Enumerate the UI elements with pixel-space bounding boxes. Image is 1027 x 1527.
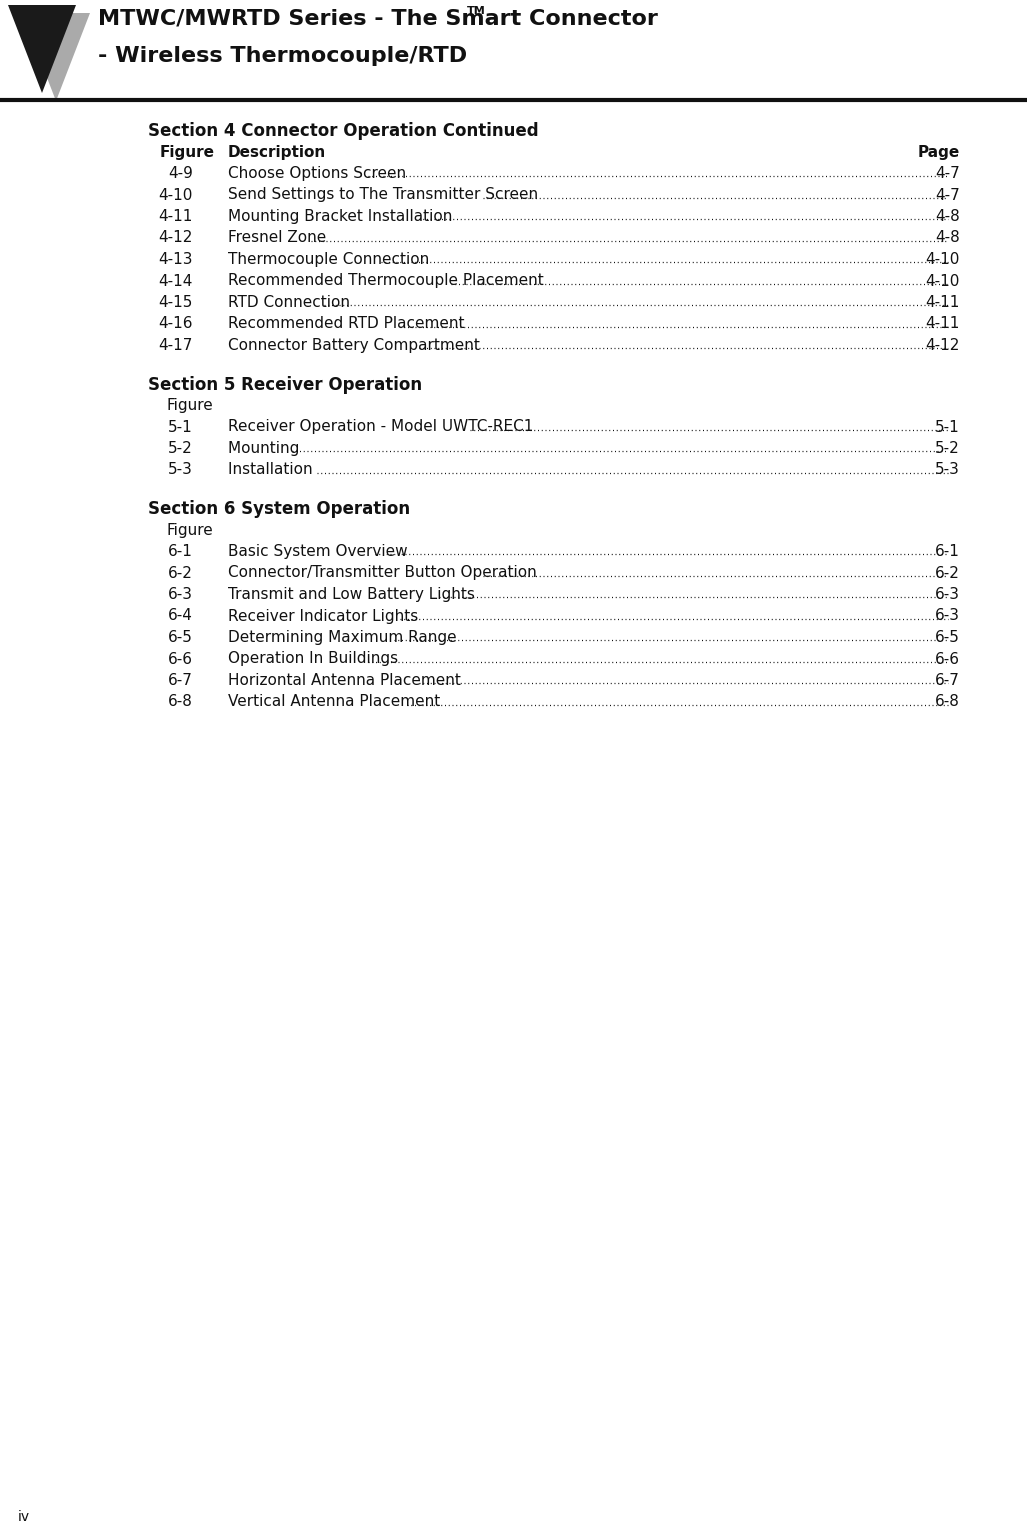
Text: 5-3: 5-3 [936,463,960,478]
Text: 4-14: 4-14 [158,273,193,289]
Text: 4-9: 4-9 [168,166,193,182]
Text: Connector Battery Compartment: Connector Battery Compartment [228,337,485,353]
Text: - Wireless Thermocouple/RTD: - Wireless Thermocouple/RTD [98,46,467,66]
Text: 6-1: 6-1 [168,544,193,559]
Text: 6-7: 6-7 [168,673,193,689]
Text: 4-10: 4-10 [925,252,960,267]
Text: Section 6 System Operation: Section 6 System Operation [148,499,410,518]
Bar [0,0,1027,99]
Text: Figure: Figure [166,522,213,538]
Text: 6-6: 6-6 [935,652,960,666]
Text: 5-3: 5-3 [168,463,193,478]
Text: 4-13: 4-13 [158,252,193,267]
Text: Page: Page [918,145,960,159]
Text: 6-5: 6-5 [168,631,193,644]
Text: 4-8: 4-8 [936,231,960,246]
Text: Send Settings to The Transmitter Screen: Send Settings to The Transmitter Screen [228,188,543,203]
Text: Vertical Antenna Placement: Vertical Antenna Placement [228,695,450,710]
Text: 4-10: 4-10 [158,188,193,203]
Text: Installation: Installation [228,463,322,478]
Text: Section 5 Receiver Operation: Section 5 Receiver Operation [148,376,422,394]
Text: 4-12: 4-12 [925,337,960,353]
Text: 4-15: 4-15 [158,295,193,310]
Text: Mounting Bracket Installation: Mounting Bracket Installation [228,209,457,224]
Text: Transmit and Low Battery Lights: Transmit and Low Battery Lights [228,586,485,602]
Text: Choose Options Screen: Choose Options Screen [228,166,411,182]
Text: Recommended Thermocouple Placement: Recommended Thermocouple Placement [228,273,548,289]
Text: 4-16: 4-16 [158,316,193,331]
Text: 4-7: 4-7 [936,166,960,182]
Text: Receiver Indicator Lights: Receiver Indicator Lights [228,608,428,623]
Text: 4-7: 4-7 [936,188,960,203]
Text: 6-8: 6-8 [936,695,960,710]
Polygon shape [22,14,90,101]
Text: 6-2: 6-2 [936,565,960,580]
Text: Determining Maximum Range: Determining Maximum Range [228,631,461,644]
Text: Figure: Figure [166,399,213,412]
Text: iv: iv [18,1510,30,1524]
Text: 4-17: 4-17 [158,337,193,353]
Text: Description: Description [228,145,327,159]
Text: 5-2: 5-2 [936,441,960,457]
Text: 6-3: 6-3 [935,586,960,602]
Text: 4-11: 4-11 [158,209,193,224]
Text: 6-6: 6-6 [168,652,193,666]
Text: TM: TM [466,6,486,15]
Text: Basic System Overview: Basic System Overview [228,544,417,559]
Text: 6-3: 6-3 [168,586,193,602]
Text: Fresnel Zone: Fresnel Zone [228,231,331,246]
Text: Receiver Operation - Model UWTC-REC1: Receiver Operation - Model UWTC-REC1 [228,420,543,435]
Text: 6-2: 6-2 [168,565,193,580]
Text: 5-1: 5-1 [168,420,193,435]
Text: 6-3: 6-3 [935,608,960,623]
Text: 5-1: 5-1 [936,420,960,435]
Text: Operation In Buildings: Operation In Buildings [228,652,398,666]
Polygon shape [8,5,76,93]
Text: 6-7: 6-7 [936,673,960,689]
Text: Mounting: Mounting [228,441,309,457]
Text: Figure: Figure [160,145,215,159]
Text: Thermocouple Connection: Thermocouple Connection [228,252,434,267]
Text: 4-11: 4-11 [925,316,960,331]
Text: 4-11: 4-11 [925,295,960,310]
Text: 6-1: 6-1 [936,544,960,559]
Text: Recommended RTD Placement: Recommended RTD Placement [228,316,474,331]
Text: MTWC/MWRTD Series - The Smart Connector: MTWC/MWRTD Series - The Smart Connector [98,8,658,27]
Text: 4-10: 4-10 [925,273,960,289]
Text: 6-4: 6-4 [168,608,193,623]
Text: 4-8: 4-8 [936,209,960,224]
Text: 6-8: 6-8 [168,695,193,710]
Text: Connector/Transmitter Button Operation: Connector/Transmitter Button Operation [228,565,546,580]
Text: Horizontal Antenna Placement: Horizontal Antenna Placement [228,673,470,689]
Text: RTD Connection: RTD Connection [228,295,355,310]
Text: 6-5: 6-5 [936,631,960,644]
Text: 5-2: 5-2 [168,441,193,457]
Text: Section 4 Connector Operation Continued: Section 4 Connector Operation Continued [148,122,538,140]
Text: 4-12: 4-12 [158,231,193,246]
